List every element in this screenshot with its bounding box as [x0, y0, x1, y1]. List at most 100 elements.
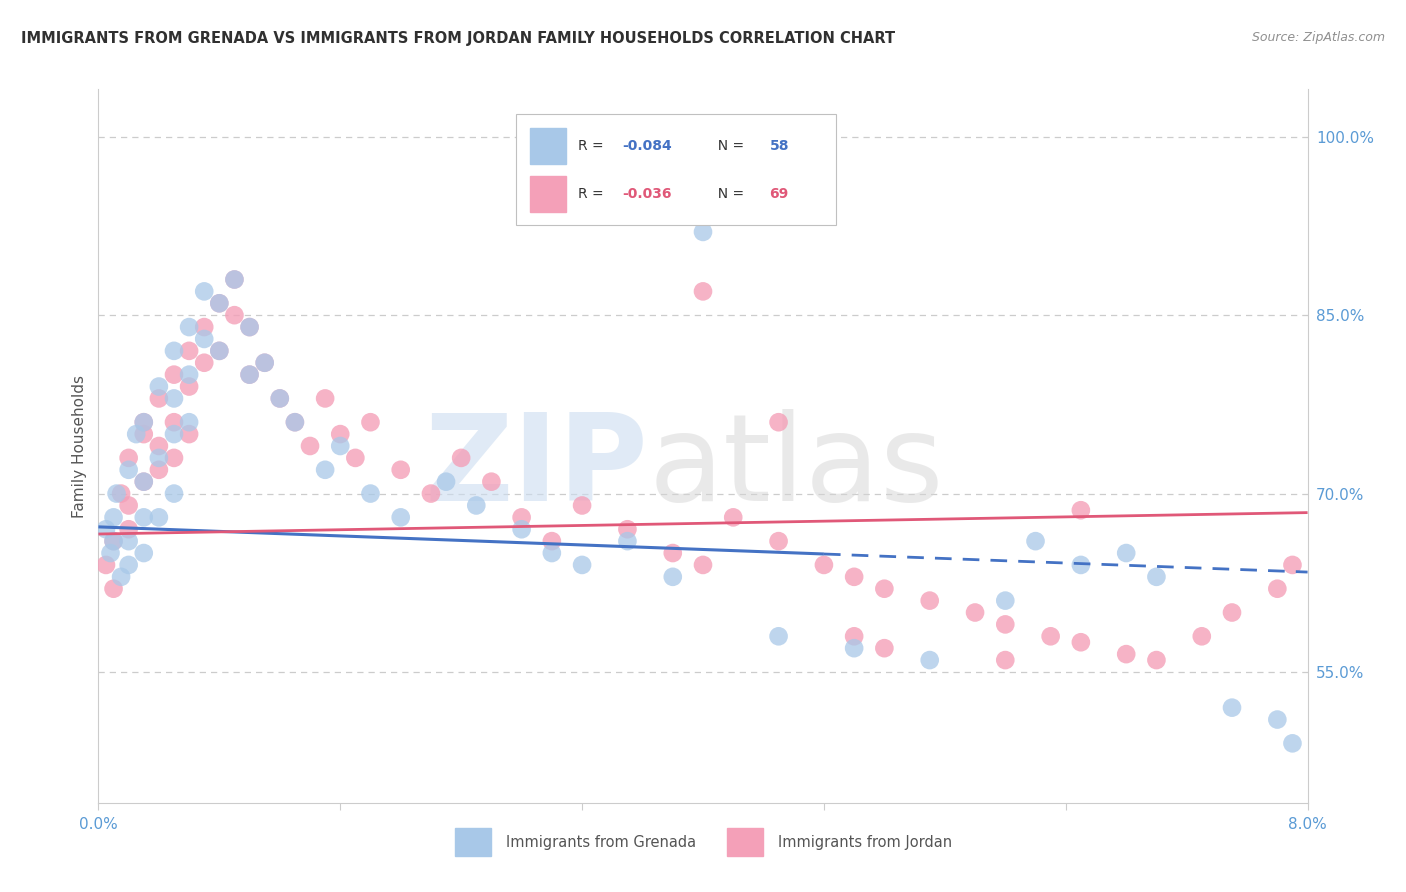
Point	[118, 463, 141, 477]
Point	[208, 296, 231, 310]
Text: R =: R =	[578, 187, 609, 201]
Point	[103, 534, 125, 549]
Point	[465, 499, 488, 513]
Point	[179, 427, 201, 442]
Point	[1281, 558, 1303, 572]
Text: R =: R =	[578, 139, 609, 153]
Bar	[530, 128, 567, 164]
Text: Immigrants from Jordan: Immigrants from Jordan	[778, 835, 952, 849]
Bar	[456, 828, 492, 856]
Point	[179, 415, 201, 429]
Point	[662, 546, 685, 560]
Text: atlas: atlas	[648, 409, 945, 526]
Point	[918, 653, 941, 667]
Point	[541, 546, 564, 560]
Point	[132, 415, 155, 429]
Point	[1267, 713, 1289, 727]
Point	[1146, 570, 1168, 584]
Point	[148, 392, 170, 406]
Point	[224, 308, 246, 322]
Bar	[727, 828, 763, 856]
Point	[692, 285, 714, 299]
Point	[94, 522, 117, 536]
Point	[344, 450, 367, 465]
Point	[360, 415, 382, 429]
Point	[314, 463, 336, 477]
Point	[132, 427, 155, 442]
Text: N =: N =	[709, 139, 748, 153]
Point	[163, 486, 186, 500]
Point	[844, 570, 866, 584]
Point	[510, 510, 533, 524]
Point	[314, 392, 336, 406]
Point	[1267, 582, 1289, 596]
Point	[239, 368, 262, 382]
Point	[299, 439, 322, 453]
Point	[100, 546, 122, 560]
Text: 69: 69	[769, 187, 789, 201]
Point	[163, 450, 186, 465]
Point	[723, 510, 745, 524]
Point	[1146, 653, 1168, 667]
Point	[844, 641, 866, 656]
Point	[253, 356, 276, 370]
Bar	[530, 177, 567, 212]
Point	[1191, 629, 1213, 643]
Text: IMMIGRANTS FROM GRENADA VS IMMIGRANTS FROM JORDAN FAMILY HOUSEHOLDS CORRELATION : IMMIGRANTS FROM GRENADA VS IMMIGRANTS FR…	[21, 31, 896, 46]
Text: N =: N =	[709, 187, 748, 201]
Point	[813, 558, 835, 572]
Y-axis label: Family Households: Family Households	[72, 375, 87, 517]
Point	[1220, 700, 1243, 714]
Text: Immigrants from Grenada: Immigrants from Grenada	[506, 835, 696, 849]
Point	[269, 392, 291, 406]
Point	[269, 392, 291, 406]
Point	[110, 570, 132, 584]
Point	[103, 510, 125, 524]
Point	[179, 343, 201, 358]
Point	[179, 379, 201, 393]
Point	[994, 653, 1017, 667]
Point	[1281, 736, 1303, 750]
Point	[329, 439, 352, 453]
Point	[208, 343, 231, 358]
Point	[132, 546, 155, 560]
Point	[1039, 629, 1062, 643]
Point	[616, 534, 638, 549]
Point	[541, 534, 564, 549]
Point	[1115, 546, 1137, 560]
Point	[692, 558, 714, 572]
Point	[179, 320, 201, 334]
Point	[179, 368, 201, 382]
FancyBboxPatch shape	[516, 114, 837, 225]
Point	[148, 439, 170, 453]
Point	[1220, 606, 1243, 620]
Point	[1070, 558, 1092, 572]
Point	[132, 475, 155, 489]
Point	[94, 558, 117, 572]
Text: 58: 58	[769, 139, 789, 153]
Point	[450, 450, 472, 465]
Point	[571, 558, 593, 572]
Point	[1070, 635, 1092, 649]
Text: ZIP: ZIP	[425, 409, 648, 526]
Point	[148, 379, 170, 393]
Point	[918, 593, 941, 607]
Point	[510, 522, 533, 536]
Point	[994, 617, 1017, 632]
Point	[1025, 534, 1047, 549]
Point	[132, 415, 155, 429]
Point	[193, 356, 215, 370]
Point	[662, 570, 685, 584]
Point	[284, 415, 307, 429]
Point	[208, 343, 231, 358]
Point	[103, 534, 125, 549]
Point	[571, 499, 593, 513]
Point	[360, 486, 382, 500]
Point	[103, 582, 125, 596]
Point	[163, 415, 186, 429]
Point	[873, 641, 896, 656]
Point	[118, 450, 141, 465]
Point	[193, 285, 215, 299]
Point	[420, 486, 443, 500]
Point	[224, 272, 246, 286]
